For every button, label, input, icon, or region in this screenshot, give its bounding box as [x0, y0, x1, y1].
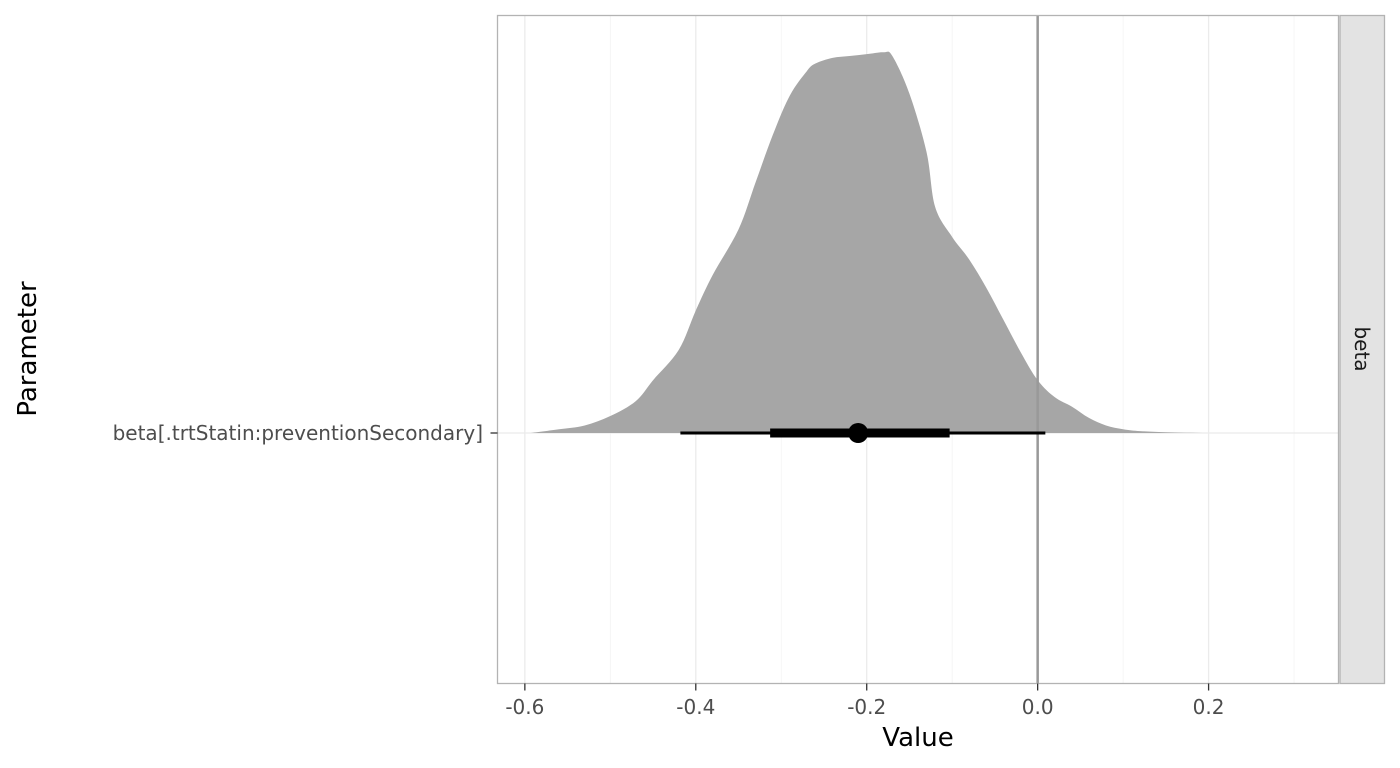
y-tick-label: beta[.trtStatin:preventionSecondary] — [113, 421, 483, 445]
facet-strip — [1339, 14, 1386, 685]
posterior-density-area — [530, 51, 1260, 433]
x-tick-label: -0.4 — [676, 695, 715, 719]
plot-panel-border — [496, 14, 1340, 685]
x-tick-label: 0.0 — [1022, 695, 1054, 719]
point-estimate-dot — [848, 423, 869, 443]
x-tick-label: -0.2 — [847, 695, 886, 719]
y-axis-title: Parameter — [13, 281, 43, 417]
x-tick-label: 0.2 — [1193, 695, 1225, 719]
facet-strip-label: beta — [1350, 326, 1374, 371]
x-tick-label: -0.6 — [505, 695, 544, 719]
x-axis-title: Value — [882, 723, 953, 753]
x-axis: -0.6 -0.4 -0.2 0.0 0.2 — [505, 683, 1225, 719]
